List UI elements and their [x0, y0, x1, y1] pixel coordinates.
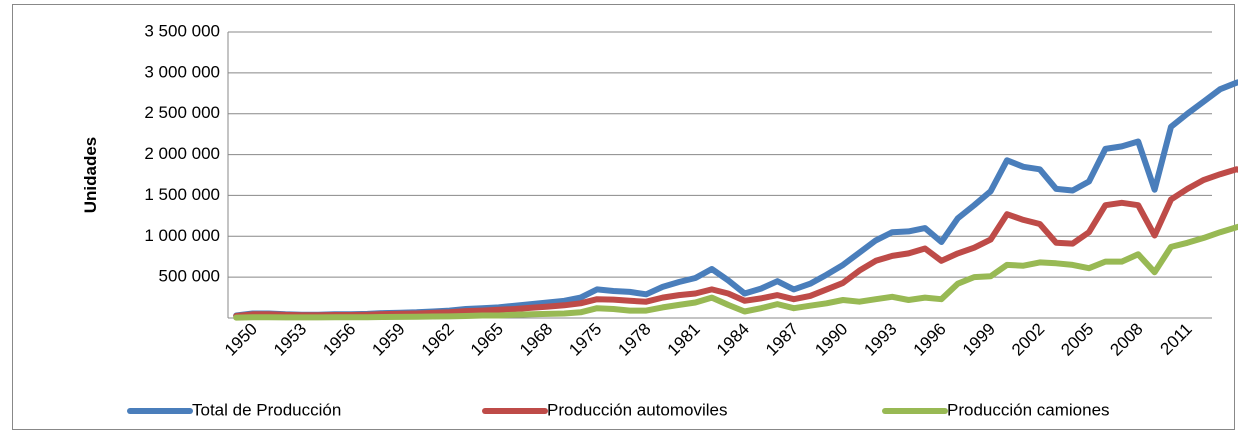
y-tick-label: 2 000 000 — [144, 144, 220, 163]
y-tick-label: 1 500 000 — [144, 185, 220, 204]
legend-label: Producción automoviles — [547, 400, 727, 419]
legend-label: Producción camiones — [947, 400, 1110, 419]
y-axis-label: Unidades — [81, 137, 100, 214]
series-line — [233, 166, 1238, 319]
y-tick-label: 2 500 000 — [144, 103, 220, 122]
chart-frame — [12, 4, 1235, 430]
y-tick-label: 500 000 — [159, 267, 220, 286]
legend-label: Total de Producción — [192, 400, 341, 419]
y-tick-label: 3 000 000 — [144, 62, 220, 81]
series-line — [233, 223, 1238, 321]
y-tick-label: 3 500 000 — [144, 21, 220, 40]
y-tick-label: 1 000 000 — [144, 226, 220, 245]
